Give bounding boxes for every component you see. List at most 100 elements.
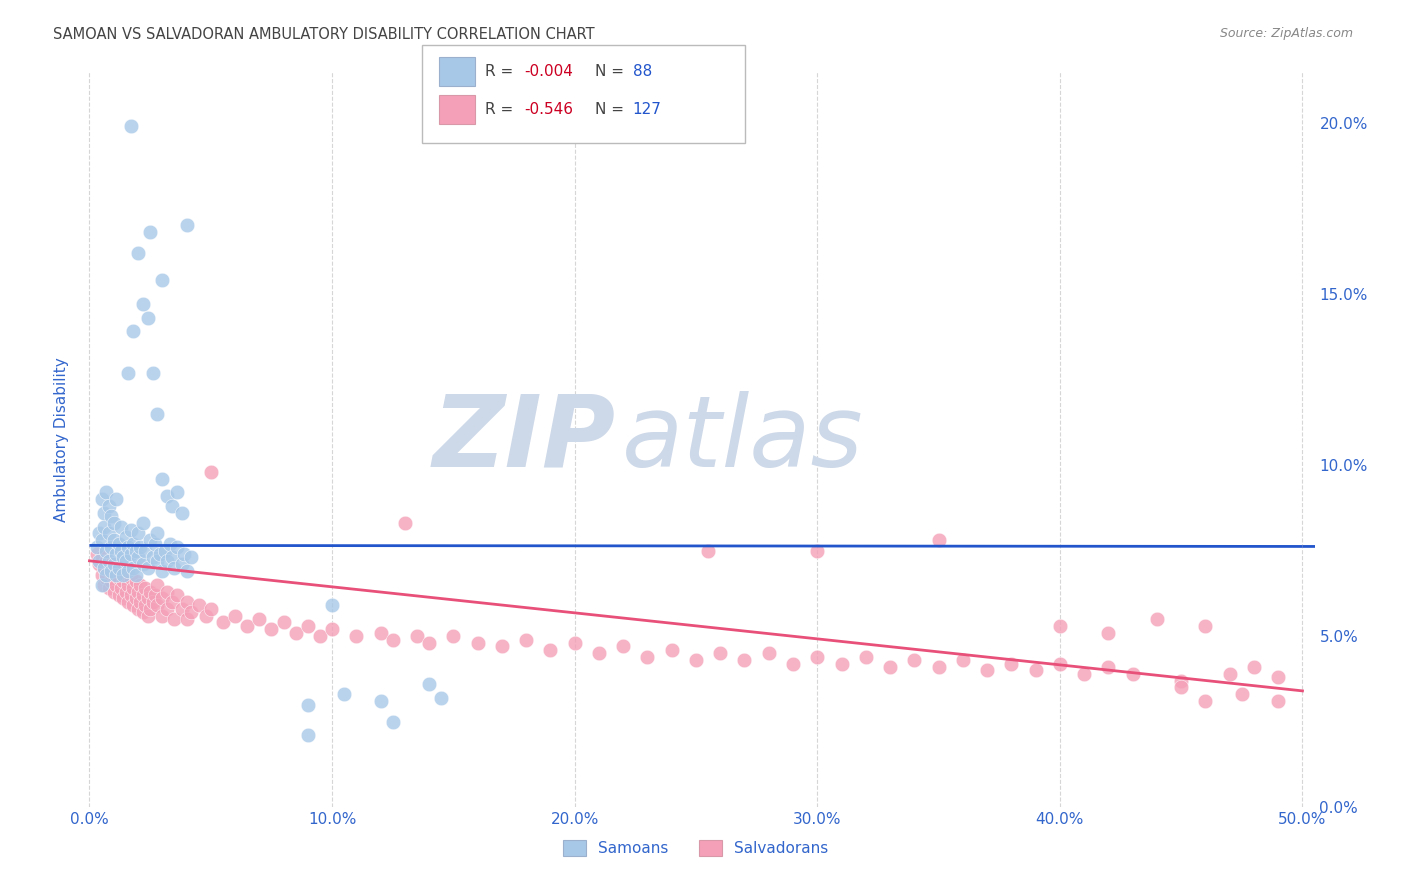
Point [96,554,118,568]
Point [636,649,658,664]
Point [97,564,120,578]
Point [141,366,163,380]
Point [709,646,731,660]
Point [110,564,132,578]
Point [117,564,139,578]
Point [156,601,179,615]
Point [149,547,172,561]
Point [122,581,145,595]
Point [122,560,145,574]
Point [1000,657,1022,671]
Point [103,516,125,531]
Point [928,533,950,548]
Point [139,584,162,599]
Point [782,657,804,671]
Text: ZIP: ZIP [433,391,616,488]
Point [1170,673,1192,688]
Point [1219,666,1241,681]
Point [297,698,319,712]
Point [117,595,139,609]
Point [105,567,128,582]
Point [806,649,828,664]
Text: N =: N = [595,64,628,78]
Point [976,664,998,678]
Point [129,578,152,592]
Point [122,325,145,339]
Point [163,560,186,574]
Point [134,543,156,558]
Point [132,297,155,311]
Point [143,537,166,551]
Point [132,588,155,602]
Point [96,567,118,582]
Text: R =: R = [485,103,519,117]
Point [1267,670,1289,684]
Point [173,547,195,561]
Point [166,485,188,500]
Point [1049,619,1071,633]
Point [100,574,122,589]
Point [952,653,974,667]
Point [139,225,162,239]
Point [124,591,146,606]
Point [441,629,464,643]
Point [89,558,111,572]
Point [120,588,142,602]
Point [370,625,392,640]
Point [146,526,169,541]
Point [297,619,319,633]
Point [115,567,138,582]
Point [86,540,108,554]
Point [100,509,122,524]
Point [143,588,166,602]
Point [150,273,173,287]
Point [146,599,169,613]
Point [115,554,138,568]
Point [176,612,198,626]
Point [96,571,118,585]
Point [180,605,202,619]
Point [97,499,120,513]
Point [103,567,125,582]
Point [127,245,149,260]
Point [97,526,120,541]
Point [1243,660,1265,674]
Point [928,660,950,674]
Point [132,516,155,531]
Point [103,533,125,548]
Point [515,632,537,647]
Point [150,564,173,578]
Point [141,550,163,565]
Point [86,547,108,561]
Point [1194,619,1216,633]
Text: atlas: atlas [621,391,863,488]
Point [146,554,169,568]
Text: SAMOAN VS SALVADORAN AMBULATORY DISABILITY CORRELATION CHART: SAMOAN VS SALVADORAN AMBULATORY DISABILI… [53,27,595,42]
Point [661,642,683,657]
Point [107,588,129,602]
Point [110,519,132,533]
Point [758,646,780,660]
Point [146,578,169,592]
Point [122,537,145,551]
Point [146,407,169,421]
Point [170,558,193,572]
Point [370,694,392,708]
Point [129,595,152,609]
Point [139,601,162,615]
Text: 127: 127 [633,103,662,117]
Point [297,728,319,742]
Point [394,516,416,531]
Point [134,599,156,613]
Text: 88: 88 [633,64,652,78]
Point [831,657,853,671]
Point [406,629,429,643]
Point [117,540,139,554]
Point [100,564,122,578]
Point [103,584,125,599]
Point [212,615,235,630]
Point [96,543,118,558]
Point [333,687,356,701]
Point [159,537,181,551]
Point [110,543,132,558]
